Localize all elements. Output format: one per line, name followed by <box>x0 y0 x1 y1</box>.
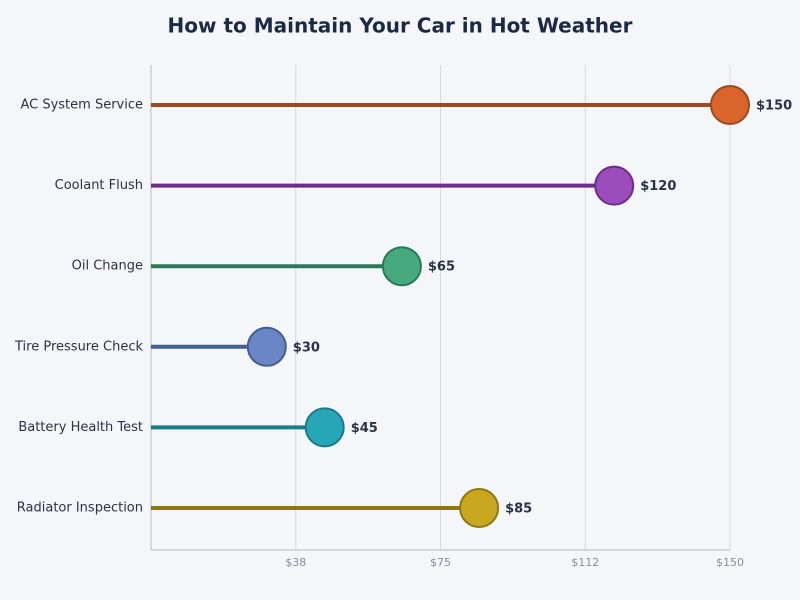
lollipop-head <box>710 85 750 125</box>
value-label: $150 <box>756 99 792 114</box>
y-tick-label: Battery Health Test <box>18 420 143 435</box>
lollipop-head <box>304 407 345 448</box>
y-tick-label: Coolant Flush <box>55 178 143 193</box>
value-label: $65 <box>428 260 455 275</box>
x-tick-label: $150 <box>716 556 744 569</box>
lollipop-head <box>381 246 422 287</box>
lollipop-head <box>594 165 635 206</box>
y-tick-label: Radiator Inspection <box>17 501 143 516</box>
value-label: $30 <box>293 340 320 355</box>
lollipop-head <box>459 488 500 528</box>
value-label: $120 <box>640 179 676 194</box>
y-tick-label: Oil Change <box>72 259 143 274</box>
value-label: $85 <box>505 502 532 517</box>
x-tick-label: $112 <box>571 556 599 569</box>
y-tick-label: AC System Service <box>20 98 143 113</box>
value-label: $45 <box>351 421 378 436</box>
y-tick-label: Tire Pressure Check <box>14 339 143 354</box>
x-tick-label: $75 <box>430 556 451 569</box>
x-tick-label: $38 <box>285 556 306 569</box>
lollipop-head <box>246 326 287 367</box>
chart-title: How to Maintain Your Car in Hot Weather <box>168 14 633 38</box>
